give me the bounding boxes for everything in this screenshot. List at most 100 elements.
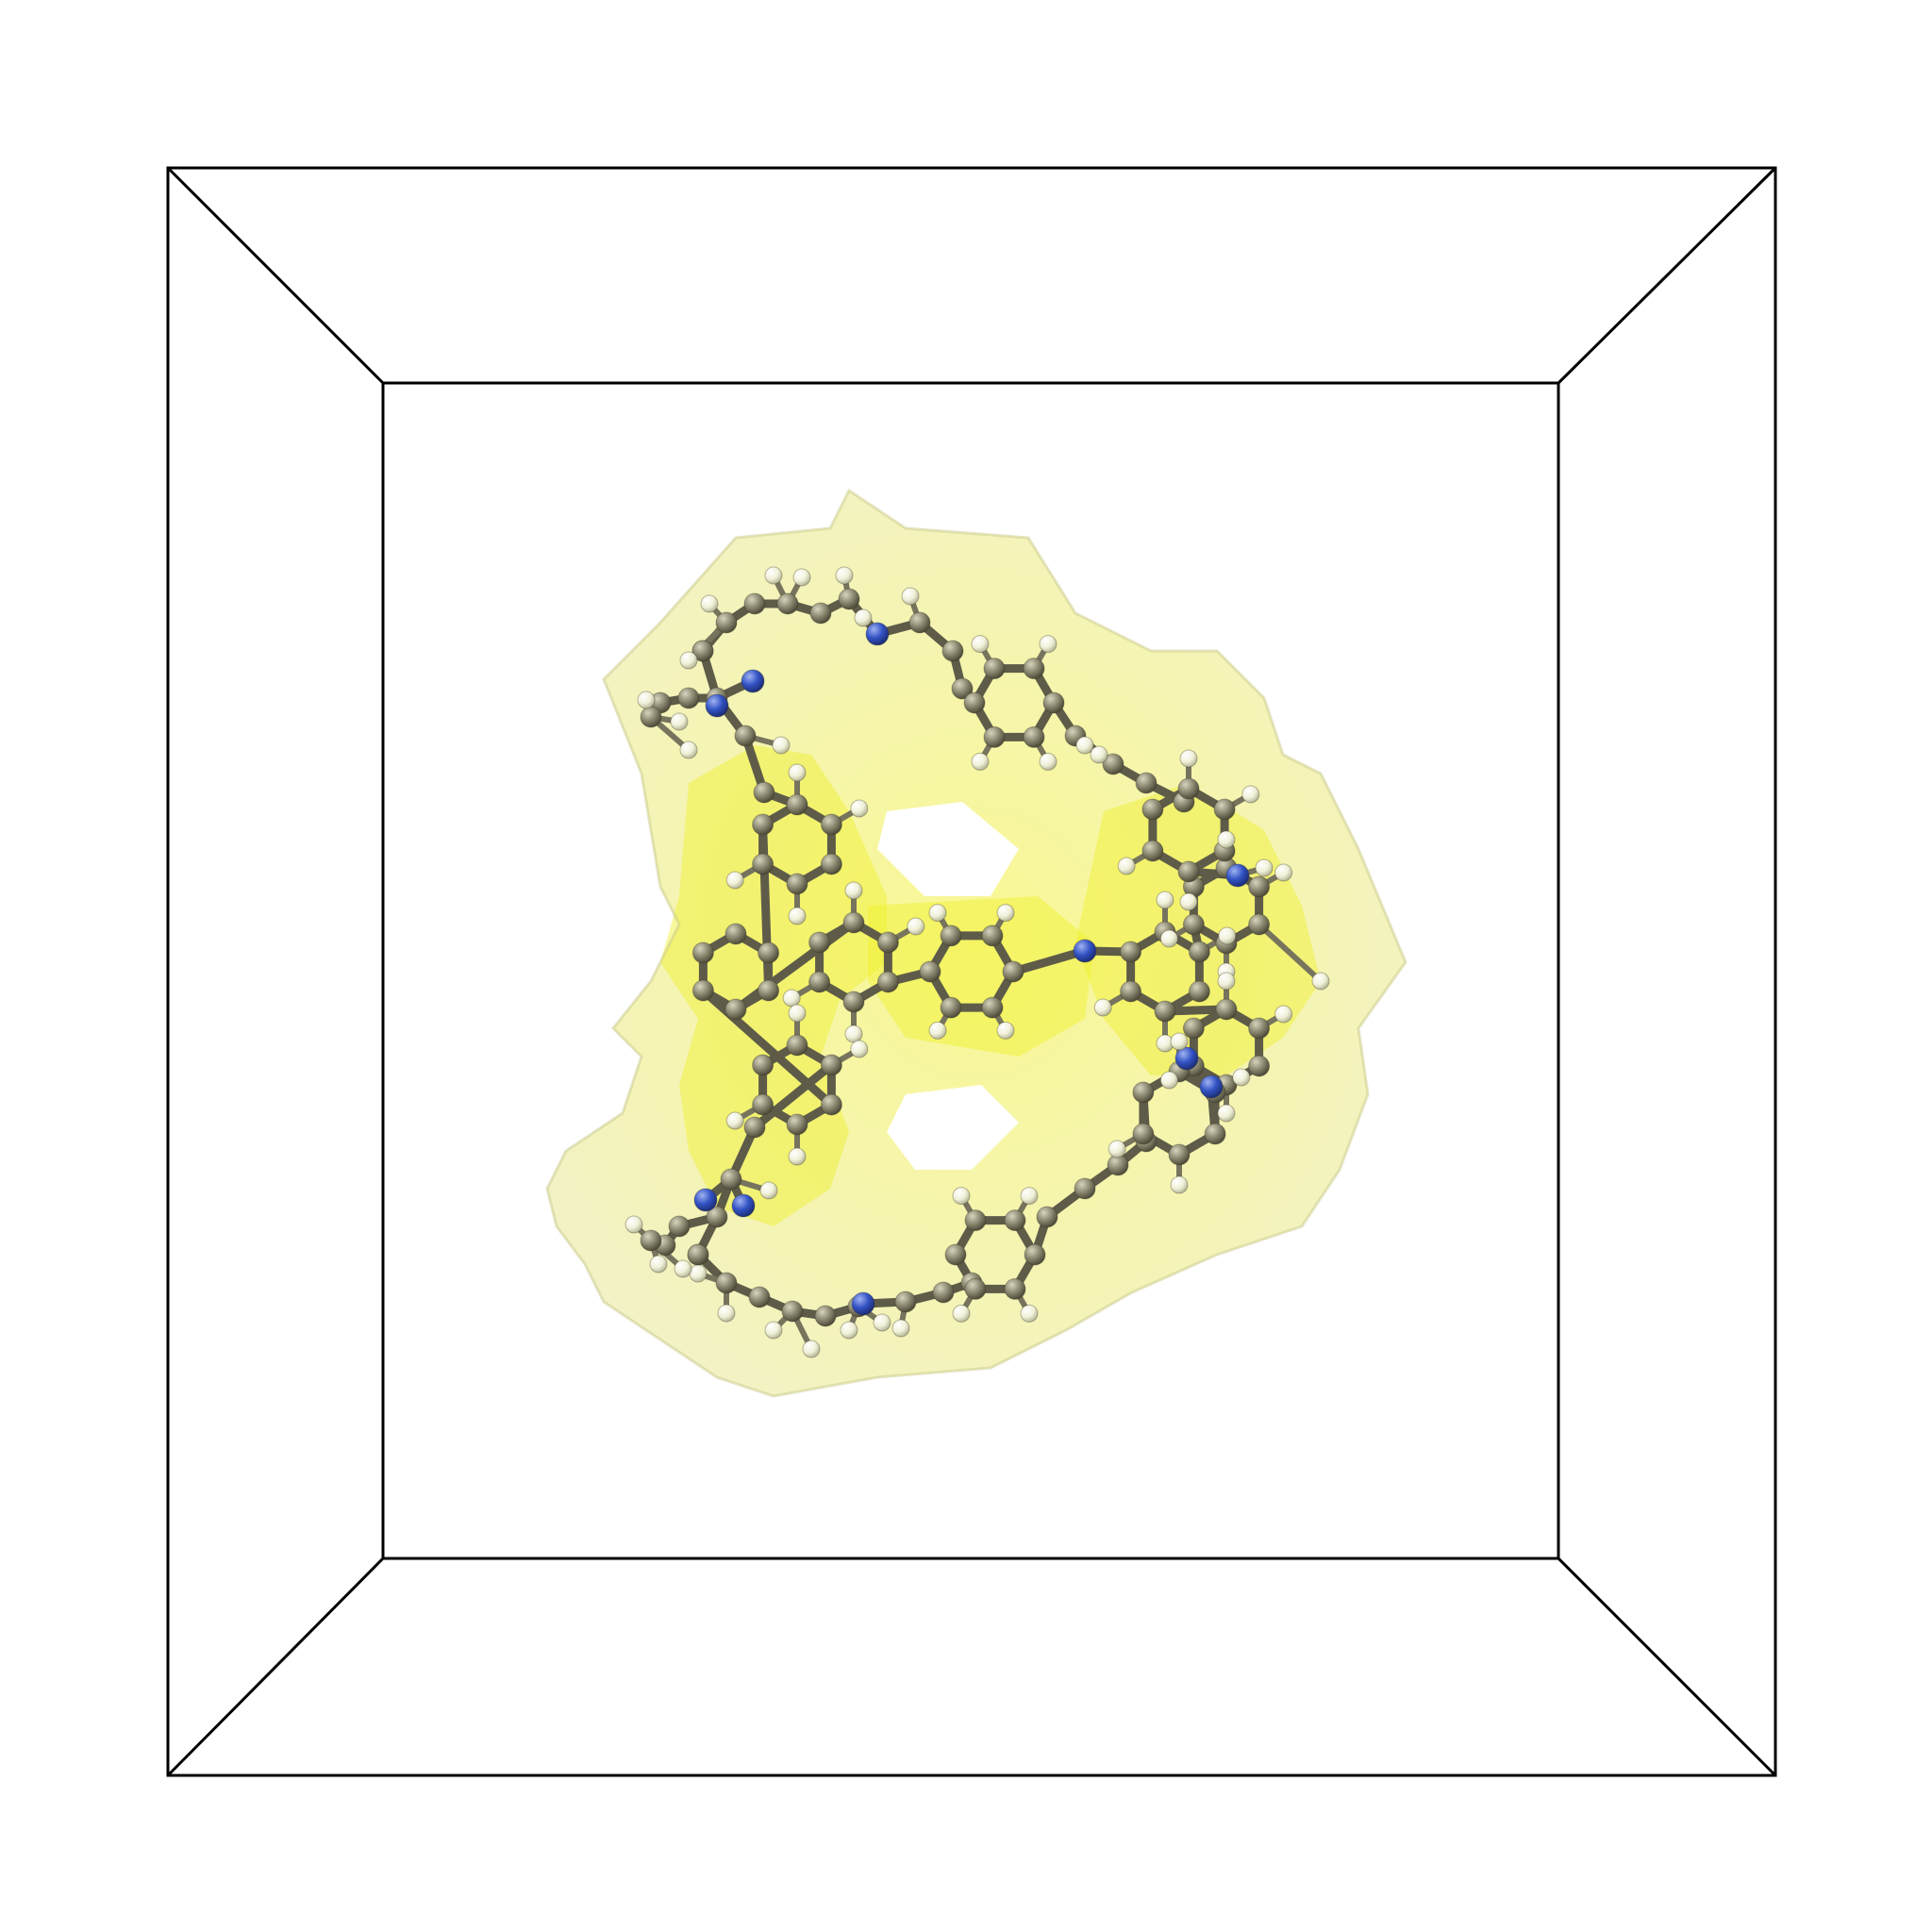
cell-box-edge-tr bbox=[1557, 166, 1777, 385]
carbon-atom bbox=[940, 996, 962, 1019]
hydrogen-atom bbox=[971, 752, 990, 771]
hydrogen-atom bbox=[840, 1321, 858, 1340]
nitrogen-atom bbox=[851, 1291, 875, 1316]
carbon-atom bbox=[786, 1034, 808, 1057]
carbon-atom bbox=[1248, 1017, 1271, 1040]
carbon-atom bbox=[724, 923, 747, 945]
carbon-atom bbox=[781, 1300, 804, 1323]
carbon-atom bbox=[1215, 998, 1238, 1021]
nitrogen-atom bbox=[1174, 1046, 1199, 1071]
carbon-atom bbox=[1177, 860, 1200, 883]
hydrogen-atom bbox=[928, 1021, 947, 1040]
hydrogen-atom bbox=[996, 904, 1015, 923]
hydrogen-atom bbox=[891, 1319, 910, 1338]
carbon-atom bbox=[715, 1272, 738, 1294]
hydrogen-atom bbox=[788, 1004, 807, 1023]
hydrogen-atom bbox=[1159, 929, 1178, 948]
hydrogen-atom bbox=[674, 1259, 692, 1278]
hydrogen-atom bbox=[670, 712, 689, 731]
carbon-atom bbox=[1188, 941, 1210, 963]
carbon-atom bbox=[1248, 875, 1271, 898]
hydrogen-atom bbox=[700, 594, 719, 613]
hydrogen-atom bbox=[1039, 635, 1058, 654]
hydrogen-atom bbox=[1179, 892, 1198, 911]
carbon-atom bbox=[932, 1281, 955, 1304]
hydrogen-atom bbox=[1170, 1032, 1189, 1051]
carbon-atom bbox=[1182, 1017, 1205, 1040]
carbon-atom bbox=[820, 813, 842, 836]
hydrogen-atom bbox=[971, 635, 990, 654]
nitrogen-atom bbox=[1073, 939, 1097, 963]
hydrogen-atom bbox=[788, 907, 807, 925]
carbon-atom bbox=[941, 640, 964, 662]
carbon-atom bbox=[1042, 691, 1065, 714]
nitrogen-atom bbox=[705, 693, 729, 718]
hydrogen-atom bbox=[1170, 1175, 1189, 1194]
carbon-atom bbox=[734, 724, 757, 747]
carbon-atom bbox=[752, 1054, 774, 1076]
carbon-atom bbox=[809, 602, 832, 625]
hydrogen-atom bbox=[1274, 863, 1293, 882]
carbon-atom bbox=[940, 924, 962, 947]
carbon-atom bbox=[687, 1243, 709, 1266]
hydrogen-atom bbox=[1232, 1068, 1251, 1087]
hydrogen-atom bbox=[772, 736, 791, 755]
hydrogen-atom bbox=[1217, 1104, 1236, 1123]
hydrogen-atom bbox=[928, 904, 947, 923]
carbon-atom bbox=[808, 971, 831, 993]
carbon-atom bbox=[1036, 1206, 1058, 1228]
hydrogen-atom bbox=[689, 1264, 708, 1283]
carbon-atom bbox=[964, 1277, 987, 1300]
hydrogen-atom bbox=[1255, 858, 1274, 877]
carbon-atom bbox=[720, 1168, 742, 1191]
carbon-atom bbox=[963, 691, 986, 714]
hydrogen-atom bbox=[996, 1021, 1015, 1040]
hydrogen-atom bbox=[1117, 857, 1136, 875]
hydrogen-atom bbox=[1217, 972, 1236, 991]
nitrogen-atom bbox=[1199, 1074, 1224, 1099]
hydrogen-atom bbox=[764, 1321, 783, 1340]
carbon-atom bbox=[668, 1215, 691, 1238]
carbon-atom bbox=[1132, 1081, 1155, 1104]
hydrogen-atom bbox=[1075, 736, 1094, 755]
carbon-atom bbox=[758, 979, 780, 1002]
bond bbox=[750, 1060, 836, 1132]
carbon-atom bbox=[1132, 1123, 1155, 1145]
hydrogen-atom bbox=[1093, 998, 1112, 1017]
hydrogen-atom bbox=[788, 763, 807, 782]
hydrogen-atom bbox=[1020, 1187, 1039, 1206]
carbon-atom bbox=[1141, 798, 1164, 821]
carbon-atom bbox=[786, 1113, 808, 1136]
carbon-atom bbox=[951, 677, 974, 700]
carbon-atom bbox=[908, 611, 931, 634]
carbon-atom bbox=[820, 853, 842, 875]
carbon-atom bbox=[1154, 1000, 1176, 1023]
carbon-atom bbox=[808, 931, 831, 954]
carbon-atom bbox=[1120, 941, 1142, 963]
hydrogen-atom bbox=[788, 1147, 807, 1166]
carbon-atom bbox=[1177, 777, 1200, 800]
bond-to-hydrogen bbox=[1256, 922, 1324, 984]
hydrogen-atom bbox=[764, 566, 783, 585]
hydrogen-atom bbox=[792, 568, 811, 587]
hydrogen-atom bbox=[1241, 785, 1260, 804]
carbon-atom bbox=[715, 611, 738, 634]
carbon-atom bbox=[753, 781, 775, 804]
carbon-atom bbox=[981, 996, 1004, 1019]
carbon-atom bbox=[1004, 1277, 1026, 1300]
hydrogen-atom bbox=[844, 1024, 863, 1043]
carbon-atom bbox=[894, 1291, 917, 1313]
hydrogen-atom bbox=[873, 1313, 891, 1332]
isosurface-core-center bbox=[868, 896, 1094, 1057]
carbon-atom bbox=[1023, 658, 1045, 680]
carbon-atom bbox=[752, 1093, 774, 1116]
carbon-atom bbox=[752, 853, 774, 875]
carbon-atom bbox=[964, 1209, 987, 1232]
carbon-atom bbox=[1168, 1143, 1191, 1166]
nitrogen-atom bbox=[731, 1193, 756, 1218]
carbon-atom bbox=[842, 991, 865, 1013]
carbon-atom bbox=[786, 873, 808, 895]
hydrogen-atom bbox=[1039, 752, 1058, 771]
carbon-atom bbox=[752, 813, 774, 836]
